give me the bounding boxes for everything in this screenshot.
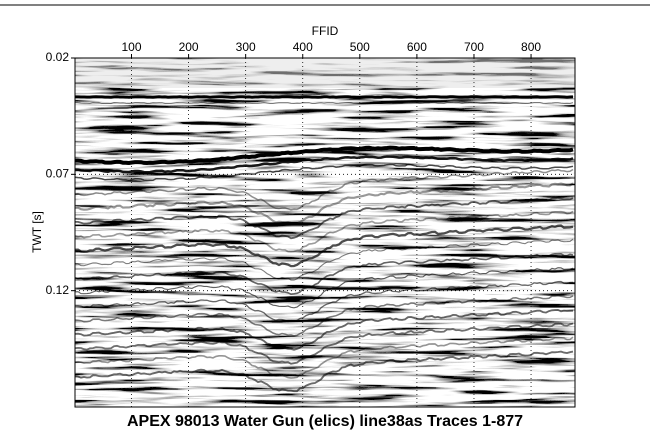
reflector — [75, 196, 574, 240]
reflector — [75, 210, 574, 253]
reflector — [75, 308, 574, 351]
reflector — [75, 145, 574, 166]
reflector — [75, 280, 574, 323]
reflector — [75, 168, 574, 211]
x-tick-label: 600 — [407, 40, 427, 54]
reflector — [75, 163, 574, 182]
reflector — [75, 182, 574, 225]
x-tick-label: 700 — [464, 40, 484, 54]
x-tick-label: 800 — [521, 40, 541, 54]
x-tick-label: 200 — [179, 40, 199, 54]
x-tick-label: 500 — [350, 40, 370, 54]
water-column — [75, 58, 575, 88]
reflector — [75, 336, 574, 379]
x-tick-label: 300 — [236, 40, 256, 54]
reflector — [75, 252, 574, 296]
y-tick-label: 0.12 — [46, 283, 70, 297]
seismic-section — [75, 58, 575, 407]
y-axis-label: TWT [s] — [30, 211, 44, 253]
reflector — [75, 102, 574, 104]
reflector — [75, 294, 574, 337]
reflector — [75, 322, 574, 365]
x-axis-label: FFID — [312, 24, 339, 38]
y-tick-label: 0.02 — [46, 50, 70, 64]
y-tick-label: 0.07 — [46, 167, 70, 181]
reflector — [75, 238, 574, 281]
seismic-texture — [75, 58, 575, 407]
reflector — [75, 155, 574, 174]
reflector — [75, 224, 574, 268]
reflector — [75, 267, 574, 309]
x-tick-label: 100 — [121, 40, 141, 54]
plot-frame — [74, 57, 576, 408]
chart-title: APEX 98013 Water Gun (elics) line38as Tr… — [127, 413, 523, 430]
reflector — [75, 350, 574, 393]
x-tick-label: 400 — [293, 40, 313, 54]
